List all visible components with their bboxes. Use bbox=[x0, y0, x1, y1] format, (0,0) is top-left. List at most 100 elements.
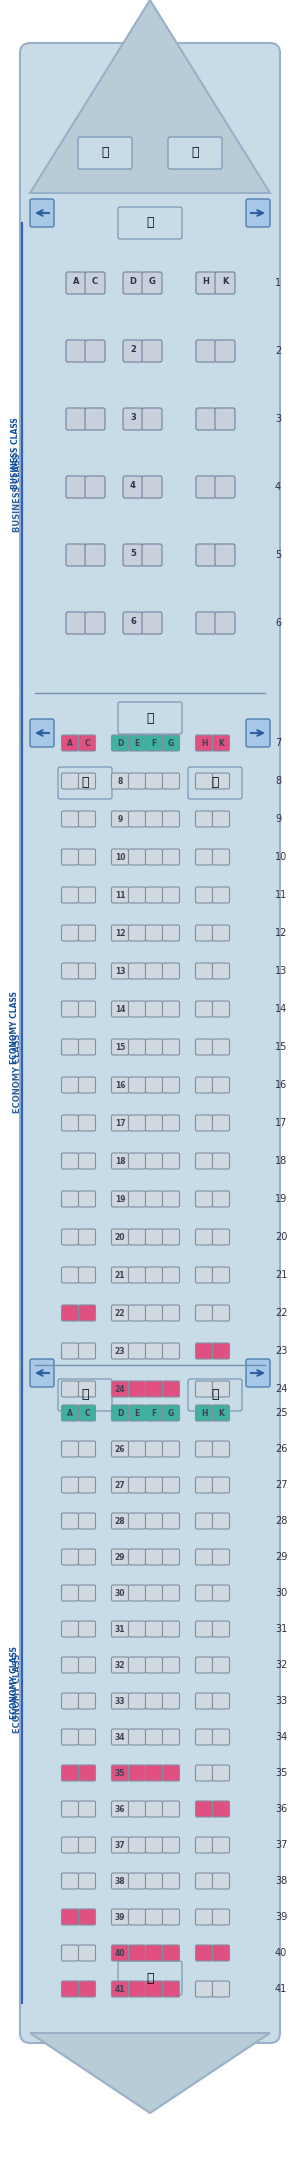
Text: 31: 31 bbox=[275, 1623, 287, 1634]
Text: 25: 25 bbox=[275, 1408, 287, 1419]
Text: K: K bbox=[218, 739, 224, 748]
Text: 37: 37 bbox=[275, 1841, 287, 1849]
FancyBboxPatch shape bbox=[212, 1306, 230, 1321]
FancyBboxPatch shape bbox=[196, 1441, 212, 1458]
FancyBboxPatch shape bbox=[212, 1512, 230, 1530]
FancyBboxPatch shape bbox=[146, 926, 163, 941]
FancyBboxPatch shape bbox=[112, 963, 128, 980]
Text: 32: 32 bbox=[115, 1660, 125, 1669]
FancyBboxPatch shape bbox=[163, 811, 179, 828]
Text: 38: 38 bbox=[275, 1875, 287, 1886]
FancyBboxPatch shape bbox=[128, 1382, 146, 1397]
FancyBboxPatch shape bbox=[61, 926, 79, 941]
FancyBboxPatch shape bbox=[61, 1441, 79, 1458]
FancyBboxPatch shape bbox=[212, 1982, 230, 1997]
FancyBboxPatch shape bbox=[212, 734, 230, 752]
Text: 27: 27 bbox=[275, 1480, 287, 1491]
FancyBboxPatch shape bbox=[66, 613, 86, 635]
FancyBboxPatch shape bbox=[146, 963, 163, 980]
FancyBboxPatch shape bbox=[212, 1002, 230, 1017]
FancyBboxPatch shape bbox=[163, 1039, 179, 1056]
FancyBboxPatch shape bbox=[61, 774, 79, 789]
FancyBboxPatch shape bbox=[112, 1836, 128, 1854]
FancyBboxPatch shape bbox=[118, 206, 182, 239]
FancyBboxPatch shape bbox=[123, 476, 143, 498]
FancyBboxPatch shape bbox=[196, 1873, 212, 1888]
FancyBboxPatch shape bbox=[146, 1267, 163, 1282]
FancyBboxPatch shape bbox=[61, 1836, 79, 1854]
FancyBboxPatch shape bbox=[163, 1836, 179, 1854]
FancyBboxPatch shape bbox=[163, 1078, 179, 1093]
FancyBboxPatch shape bbox=[146, 1478, 163, 1493]
Text: 21: 21 bbox=[115, 1271, 125, 1280]
FancyBboxPatch shape bbox=[61, 1382, 79, 1397]
FancyBboxPatch shape bbox=[112, 1873, 128, 1888]
Text: 14: 14 bbox=[275, 1004, 287, 1015]
FancyBboxPatch shape bbox=[79, 1306, 95, 1321]
FancyBboxPatch shape bbox=[163, 1406, 179, 1421]
FancyBboxPatch shape bbox=[128, 734, 146, 752]
Text: 29: 29 bbox=[275, 1552, 287, 1562]
FancyBboxPatch shape bbox=[163, 1512, 179, 1530]
FancyBboxPatch shape bbox=[85, 476, 105, 498]
FancyBboxPatch shape bbox=[196, 811, 212, 828]
FancyBboxPatch shape bbox=[212, 1078, 230, 1093]
FancyBboxPatch shape bbox=[112, 926, 128, 941]
FancyBboxPatch shape bbox=[212, 926, 230, 941]
FancyBboxPatch shape bbox=[112, 850, 128, 865]
FancyBboxPatch shape bbox=[128, 887, 146, 904]
FancyBboxPatch shape bbox=[128, 1039, 146, 1056]
FancyBboxPatch shape bbox=[146, 1154, 163, 1169]
FancyBboxPatch shape bbox=[61, 1115, 79, 1130]
FancyBboxPatch shape bbox=[146, 1836, 163, 1854]
FancyBboxPatch shape bbox=[212, 1267, 230, 1282]
FancyBboxPatch shape bbox=[66, 476, 86, 498]
FancyBboxPatch shape bbox=[215, 476, 235, 498]
FancyBboxPatch shape bbox=[196, 339, 216, 363]
FancyBboxPatch shape bbox=[215, 409, 235, 430]
FancyBboxPatch shape bbox=[196, 1002, 212, 1017]
FancyBboxPatch shape bbox=[61, 887, 79, 904]
FancyBboxPatch shape bbox=[79, 1658, 95, 1673]
FancyBboxPatch shape bbox=[146, 1730, 163, 1745]
FancyBboxPatch shape bbox=[79, 1873, 95, 1888]
FancyBboxPatch shape bbox=[128, 1267, 146, 1282]
FancyBboxPatch shape bbox=[128, 1801, 146, 1817]
FancyBboxPatch shape bbox=[112, 1382, 128, 1397]
FancyBboxPatch shape bbox=[66, 272, 86, 293]
FancyBboxPatch shape bbox=[61, 1549, 79, 1565]
FancyBboxPatch shape bbox=[146, 1945, 163, 1960]
Text: 11: 11 bbox=[275, 891, 287, 900]
FancyBboxPatch shape bbox=[123, 409, 143, 430]
FancyBboxPatch shape bbox=[61, 1910, 79, 1925]
Text: 39: 39 bbox=[275, 1912, 287, 1921]
Text: 30: 30 bbox=[275, 1588, 287, 1597]
Text: A: A bbox=[73, 278, 79, 287]
Text: 37: 37 bbox=[115, 1841, 125, 1849]
FancyBboxPatch shape bbox=[112, 774, 128, 789]
FancyBboxPatch shape bbox=[79, 811, 95, 828]
FancyBboxPatch shape bbox=[212, 1945, 230, 1960]
FancyBboxPatch shape bbox=[30, 200, 54, 226]
Text: 13: 13 bbox=[275, 967, 287, 976]
FancyBboxPatch shape bbox=[142, 543, 162, 565]
FancyBboxPatch shape bbox=[196, 1910, 212, 1925]
FancyBboxPatch shape bbox=[112, 1343, 128, 1358]
Text: 🥤: 🥤 bbox=[191, 146, 199, 159]
Text: 35: 35 bbox=[275, 1769, 287, 1778]
FancyBboxPatch shape bbox=[196, 1764, 212, 1782]
FancyBboxPatch shape bbox=[142, 409, 162, 430]
Text: 🥤: 🥤 bbox=[146, 1971, 154, 1984]
FancyBboxPatch shape bbox=[79, 1382, 95, 1397]
Text: 36: 36 bbox=[275, 1804, 287, 1814]
FancyBboxPatch shape bbox=[212, 1441, 230, 1458]
FancyBboxPatch shape bbox=[112, 1549, 128, 1565]
FancyBboxPatch shape bbox=[79, 1191, 95, 1206]
FancyBboxPatch shape bbox=[163, 1910, 179, 1925]
FancyBboxPatch shape bbox=[112, 1154, 128, 1169]
FancyBboxPatch shape bbox=[66, 543, 86, 565]
FancyBboxPatch shape bbox=[79, 1730, 95, 1745]
FancyBboxPatch shape bbox=[188, 767, 242, 800]
FancyBboxPatch shape bbox=[196, 1382, 212, 1397]
Text: 19: 19 bbox=[115, 1195, 125, 1204]
